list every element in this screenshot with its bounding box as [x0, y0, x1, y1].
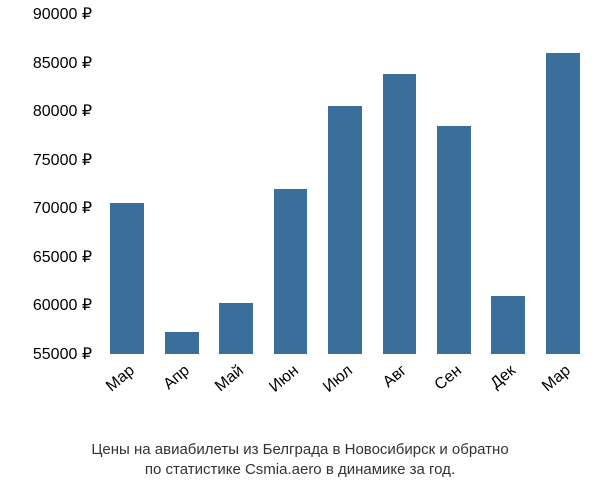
y-tick-label: 60000 ₽ [33, 295, 100, 315]
caption-line-2: по статистике Csmia.aero в динамике за г… [145, 461, 455, 478]
bar [274, 189, 308, 354]
y-tick-label: 85000 ₽ [33, 53, 100, 73]
bar [328, 106, 362, 354]
price-chart: 55000 ₽ 60000 ₽ 65000 ₽ 70000 ₽ 75000 ₽ 80000… [0, 0, 600, 500]
y-tick-label: 90000 ₽ [33, 4, 100, 24]
bar [219, 303, 253, 354]
y-tick-label: 65000 ₽ [33, 247, 100, 267]
y-tick-label: 55000 ₽ [33, 344, 100, 364]
bar [546, 53, 580, 354]
caption-line-1: Цены на авиабилеты из Белграда в Новосиб… [91, 441, 508, 458]
bar [437, 126, 471, 354]
bar [110, 203, 144, 354]
plot-area: 55000 ₽60000 ₽65000 ₽70000 ₽75000 ₽80000… [100, 14, 590, 354]
y-tick-label: 75000 ₽ [33, 150, 100, 170]
y-tick-label: 70000 ₽ [33, 198, 100, 218]
bars-container [100, 14, 590, 354]
bar [383, 74, 417, 354]
bar [491, 296, 525, 354]
y-tick-label: 80000 ₽ [33, 101, 100, 121]
chart-caption: Цены на авиабилеты из Белграда в Новосиб… [0, 440, 600, 481]
